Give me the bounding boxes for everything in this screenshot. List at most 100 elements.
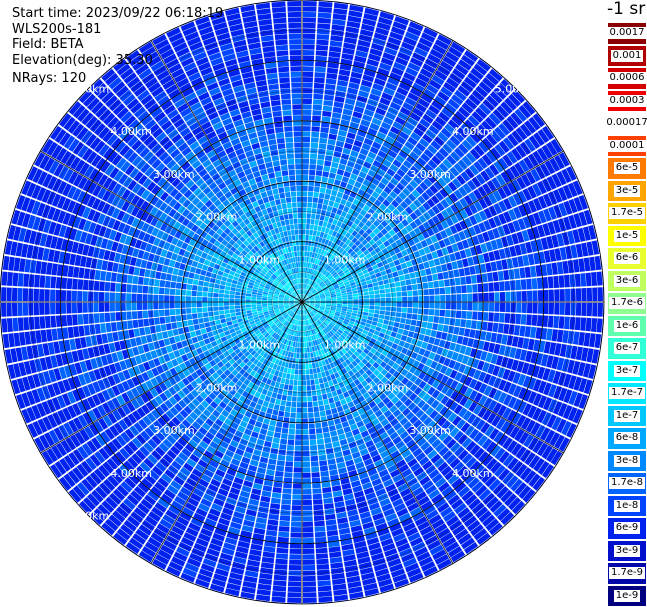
data-cell: [40, 329, 48, 343]
data-cell: [562, 330, 569, 344]
data-cell: [93, 280, 100, 291]
data-cell: [497, 404, 507, 417]
data-cell: [173, 383, 181, 393]
data-cell: [392, 573, 407, 583]
data-cell: [141, 546, 156, 558]
data-cell: [586, 348, 594, 363]
data-cell: [167, 330, 174, 338]
data-cell: [230, 567, 245, 575]
data-cell: [126, 293, 132, 302]
data-cell: [422, 393, 431, 403]
data-cell: [405, 371, 413, 380]
data-cell: [514, 482, 527, 496]
data-cell: [298, 229, 302, 235]
data-cell: [240, 354, 247, 361]
data-cell: [360, 321, 366, 326]
data-cell: [191, 421, 201, 430]
data-cell: [340, 386, 347, 394]
data-cell: [207, 375, 216, 384]
data-cell: [478, 395, 488, 406]
data-cell: [423, 445, 434, 456]
data-cell: [315, 303, 321, 305]
data-cell: [296, 309, 299, 314]
data-cell: [451, 478, 463, 489]
data-cell: [101, 522, 115, 536]
data-cell: [266, 327, 272, 333]
data-cell: [273, 318, 278, 323]
data-cell: [246, 367, 253, 374]
data-cell: [310, 461, 319, 467]
data-cell: [282, 422, 289, 429]
data-cell: [450, 380, 459, 390]
data-cell: [302, 478, 311, 484]
data-cell: [347, 401, 355, 408]
data-cell: [118, 419, 129, 431]
data-cell: [305, 320, 307, 326]
data-cell: [234, 295, 241, 299]
data-cell: [142, 294, 148, 302]
data-cell: [323, 365, 328, 371]
data-cell: [190, 517, 203, 527]
data-cell: [352, 344, 359, 351]
data-cell: [146, 334, 153, 343]
data-cell: [461, 302, 468, 311]
data-cell: [131, 311, 138, 320]
data-cell: [327, 357, 333, 364]
data-cell: [274, 171, 282, 178]
data-cell: [93, 313, 100, 324]
data-cell: [532, 379, 542, 392]
data-cell: [257, 467, 266, 474]
data-cell: [177, 269, 185, 277]
data-cell: [457, 507, 471, 519]
data-cell: [455, 382, 464, 393]
data-cell: [329, 362, 335, 369]
data-cell: [222, 436, 232, 444]
data-cell: [197, 459, 208, 469]
data-cell: [109, 492, 122, 505]
data-cell: [265, 530, 278, 537]
data-cell: [504, 493, 517, 507]
data-cell: [418, 371, 426, 380]
data-cell: [426, 509, 439, 520]
data-cell: [246, 307, 252, 311]
data-cell: [191, 307, 197, 314]
data-cell: [537, 302, 544, 314]
data-cell: [318, 400, 324, 406]
data-cell: [203, 281, 210, 287]
data-cell: [395, 478, 406, 488]
data-cell: [148, 286, 154, 294]
data-cell: [336, 462, 346, 469]
data-cell: [255, 594, 271, 602]
data-cell: [288, 213, 293, 219]
data-cell: [253, 372, 260, 379]
data-cell: [208, 427, 218, 436]
data-cell: [294, 224, 298, 230]
data-cell: [270, 368, 276, 375]
data-cell: [221, 422, 230, 431]
data-cell: [324, 437, 332, 444]
data-cell: [315, 350, 320, 357]
data-cell: [355, 461, 365, 470]
data-cell: [259, 393, 266, 401]
data-cell: [271, 324, 276, 329]
data-cell: [441, 420, 451, 431]
data-cell: [272, 487, 282, 494]
data-cell: [586, 302, 593, 317]
data-cell: [500, 511, 515, 525]
data-cell: [225, 392, 234, 401]
data-cell: [352, 336, 359, 342]
data-cell: [294, 440, 302, 446]
data-cell: [199, 391, 208, 400]
data-cell: [302, 505, 313, 511]
data-cell: [464, 542, 479, 554]
data-cell: [490, 353, 498, 365]
data-cell: [377, 445, 387, 454]
data-cell: [126, 311, 132, 320]
data-cell: [524, 470, 537, 484]
data-cell: [410, 352, 418, 360]
data-cell: [175, 289, 181, 296]
data-cell: [216, 384, 224, 393]
data-cell: [365, 422, 374, 430]
data-cell: [367, 426, 376, 435]
data-cell: [202, 307, 208, 313]
